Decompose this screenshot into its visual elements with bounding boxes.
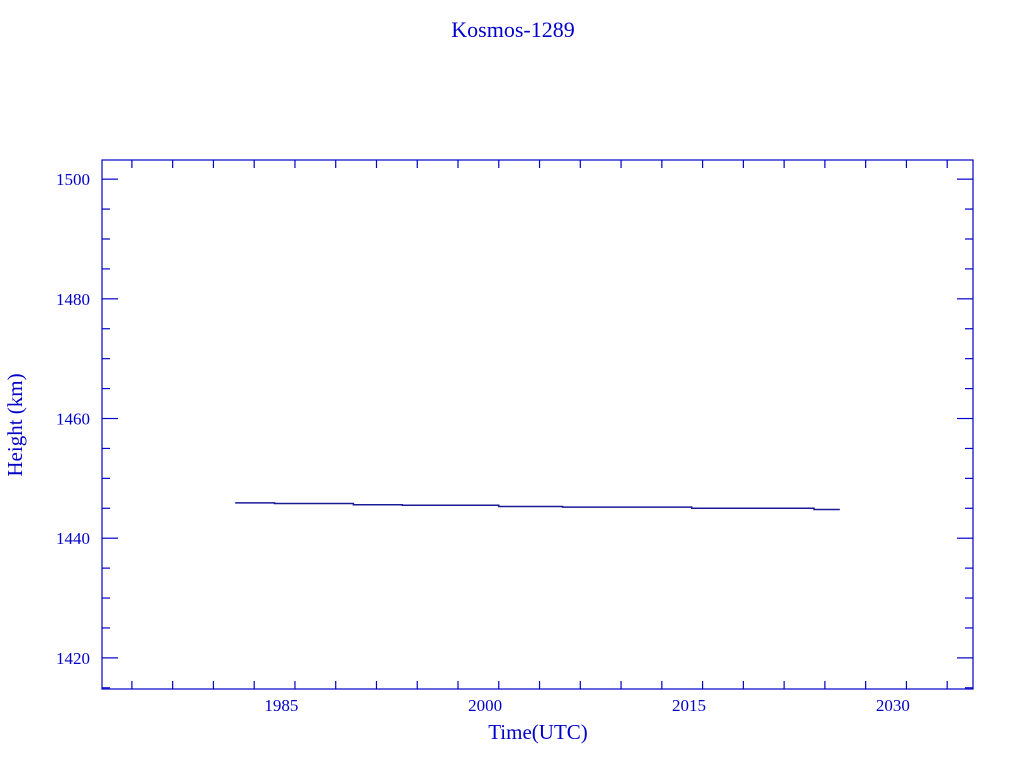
plot-frame	[101, 159, 974, 690]
x-axis-label: Time(UTC)	[488, 720, 588, 744]
x-tick-label: 2030	[876, 696, 910, 715]
series-layer	[235, 502, 840, 511]
y-axis-label: Height (km)	[3, 373, 27, 476]
x-tick-label: 2000	[468, 696, 502, 715]
y-tick-label: 1440	[56, 529, 90, 548]
y-tick-label: 1480	[56, 290, 90, 309]
y-tick-labels: 1420 1440 1460 1480 1500	[56, 170, 90, 668]
x-tick-label: 2015	[672, 696, 706, 715]
chart-title: Kosmos-1289	[451, 17, 574, 42]
y-tick-label: 1460	[56, 410, 90, 429]
x-tick-label: 1985	[264, 696, 298, 715]
x-tick-labels: 1985 2000 2015 2030	[264, 696, 909, 715]
y-tick-label: 1500	[56, 170, 90, 189]
y-tick-label: 1420	[56, 649, 90, 668]
axis-ticks	[102, 160, 973, 689]
series-line	[235, 502, 840, 511]
